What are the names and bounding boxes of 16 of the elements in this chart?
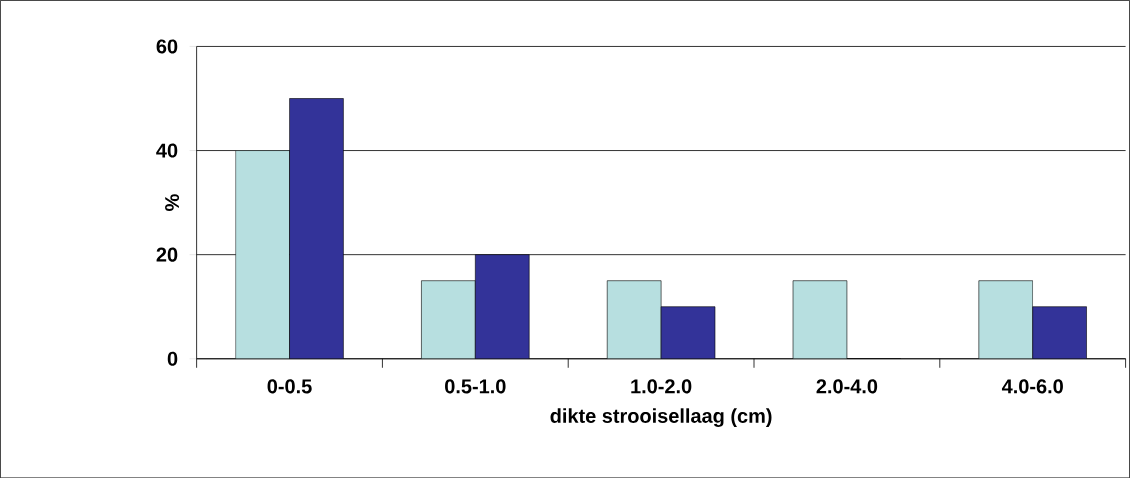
bar [289, 98, 344, 359]
x-tick-label: 0.5-1.0 [445, 379, 506, 394]
bar [660, 306, 716, 359]
x-tick-label: 0-0.5 [267, 379, 312, 394]
y-tick-label: 40 [156, 143, 178, 158]
y-tick-label: 20 [156, 247, 178, 262]
bar [792, 280, 848, 359]
y-tick-label: 0 [167, 351, 178, 366]
bar [1032, 306, 1087, 359]
x-axis-title: dikte strooisellaag (cm) [550, 408, 772, 427]
x-tick-label: 2.0-4.0 [816, 379, 878, 394]
x-tick-label: 4.0-6.0 [1001, 379, 1063, 394]
x-tick-label: 1.0-2.0 [631, 379, 692, 394]
bar [475, 254, 530, 359]
y-tick-label: 60 [156, 39, 178, 54]
y-axis-title: % [165, 194, 180, 211]
